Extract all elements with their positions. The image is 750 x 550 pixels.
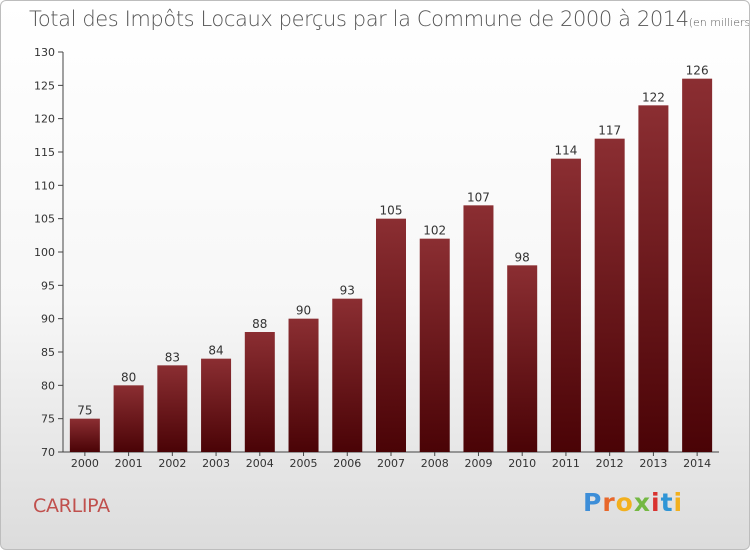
bar-2009 xyxy=(463,205,494,452)
bar-value-label: 90 xyxy=(296,304,311,318)
x-tick-label: 2007 xyxy=(377,457,405,470)
bar-value-label: 114 xyxy=(554,144,577,158)
logo-letter: P xyxy=(583,488,603,517)
bar-2005 xyxy=(288,318,319,452)
x-tick-label: 2012 xyxy=(596,457,624,470)
bar-value-label: 75 xyxy=(77,404,92,418)
bar-2007 xyxy=(376,218,406,452)
x-tick-label: 2005 xyxy=(290,457,318,470)
x-tick-label: 2004 xyxy=(246,457,274,470)
y-tick-label: 130 xyxy=(34,46,55,59)
y-tick-label: 125 xyxy=(34,79,55,92)
bar-value-label: 122 xyxy=(642,90,665,104)
y-tick-label: 105 xyxy=(34,213,55,226)
y-tick-label: 80 xyxy=(41,379,55,392)
y-tick-label: 115 xyxy=(34,146,55,159)
y-tick-label: 100 xyxy=(34,246,55,259)
bar-value-label: 98 xyxy=(515,250,530,264)
x-tick-label: 2013 xyxy=(639,457,667,470)
x-tick-label: 2010 xyxy=(508,457,536,470)
bar-2014 xyxy=(682,78,713,453)
bar-value-label: 107 xyxy=(467,190,490,204)
x-tick-label: 2001 xyxy=(115,457,143,470)
chart-title: Total des Impôts Locaux perçus par la Co… xyxy=(29,7,750,31)
x-tick-label: 2000 xyxy=(71,457,99,470)
bar-value-label: 83 xyxy=(165,350,180,364)
logo-letter: t xyxy=(660,488,674,517)
unit-label: (en milliers d'€) xyxy=(688,16,750,29)
x-tick-label: 2006 xyxy=(333,457,361,470)
bar-value-label: 93 xyxy=(340,284,355,298)
x-tick-label: 2008 xyxy=(421,457,449,470)
y-tick-label: 85 xyxy=(41,346,55,359)
bar-value-label: 117 xyxy=(598,124,621,138)
logo-letter: r xyxy=(602,488,616,517)
x-tick-label: 2009 xyxy=(464,457,492,470)
y-tick-label: 110 xyxy=(34,179,55,192)
logo-letter: i xyxy=(673,488,684,517)
x-tick-label: 2011 xyxy=(552,457,580,470)
bar-value-label: 126 xyxy=(686,64,709,78)
bar-value-label: 84 xyxy=(208,344,223,358)
y-tick-label: 95 xyxy=(41,279,55,292)
bar-2012 xyxy=(594,138,625,452)
x-tick-label: 2003 xyxy=(202,457,230,470)
bar-value-label: 102 xyxy=(423,224,446,238)
commune-name: CARLIPA xyxy=(33,495,110,517)
y-tick-label: 70 xyxy=(41,446,55,459)
proxiti-logo: Proxiti xyxy=(583,488,683,517)
bar-2000 xyxy=(69,418,100,452)
logo-letter: i xyxy=(651,488,661,517)
bar-2013 xyxy=(638,105,669,452)
bar-2011 xyxy=(550,158,581,452)
y-tick-label: 75 xyxy=(41,413,55,426)
logo-letter: o xyxy=(615,488,634,517)
bar-2004 xyxy=(244,332,275,452)
x-tick-label: 2002 xyxy=(158,457,186,470)
bar-2008 xyxy=(419,238,450,452)
bar-2003 xyxy=(201,358,232,452)
bar-value-label: 80 xyxy=(121,370,136,384)
bar-value-label: 105 xyxy=(380,204,403,218)
bar-2006 xyxy=(332,298,363,452)
logo-letter: x xyxy=(633,488,651,517)
x-tick-label: 2014 xyxy=(683,457,711,470)
y-tick-label: 90 xyxy=(41,313,55,326)
bar-2010 xyxy=(507,265,538,452)
bar-2002 xyxy=(157,365,188,452)
bar-value-label: 88 xyxy=(252,317,267,331)
bar-2001 xyxy=(113,385,144,452)
y-tick-label: 120 xyxy=(34,113,55,126)
